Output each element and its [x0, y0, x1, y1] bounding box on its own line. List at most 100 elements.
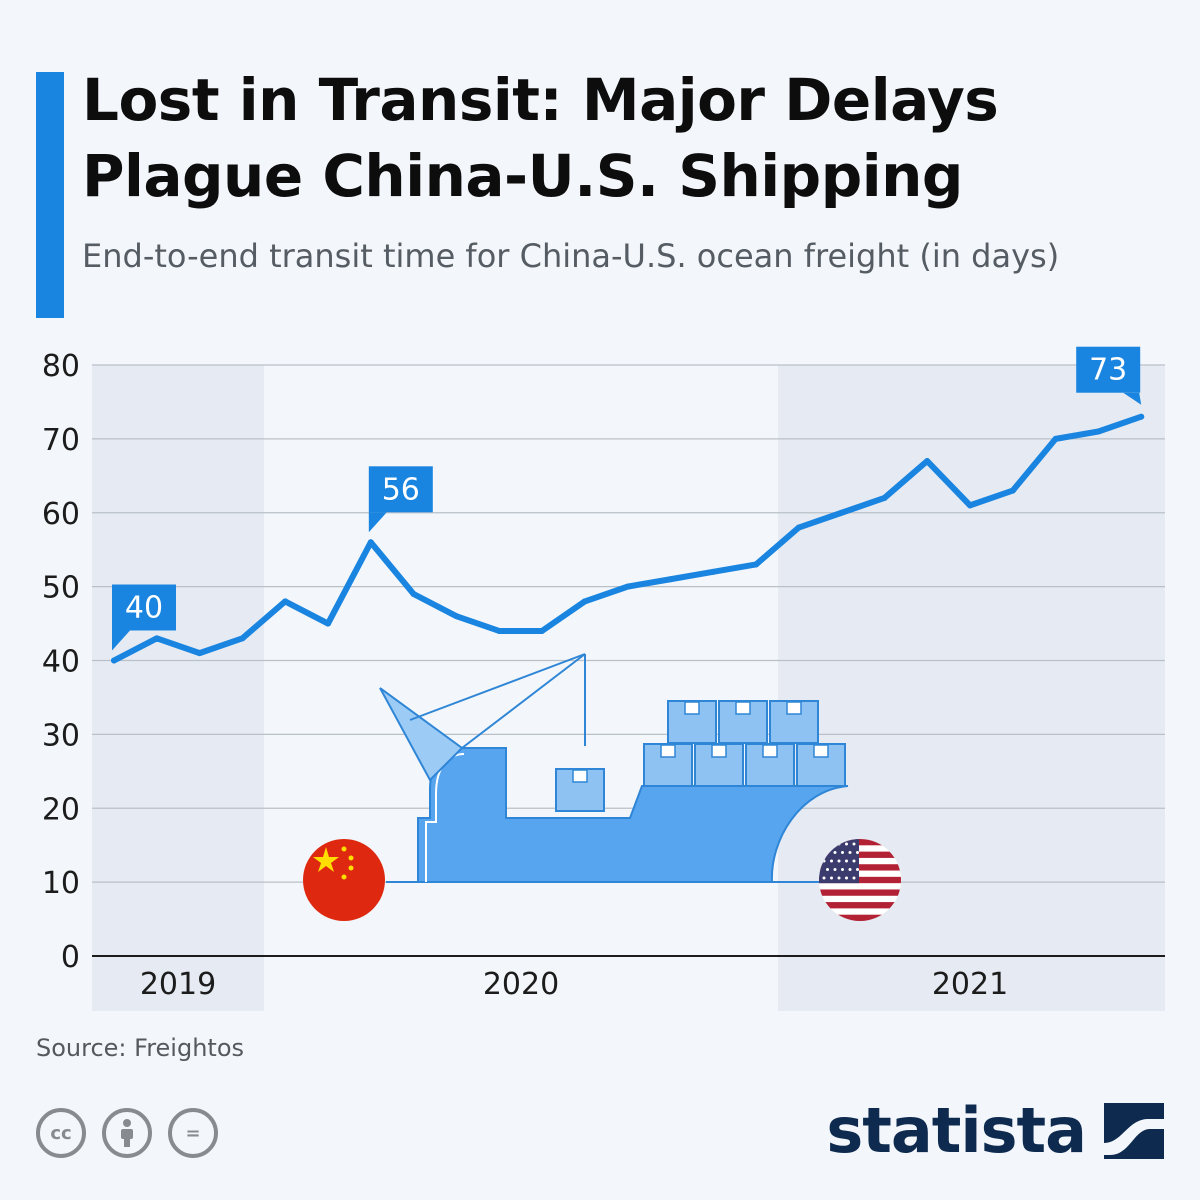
flag-stripe	[819, 889, 901, 897]
data-point	[111, 657, 117, 664]
container-label	[572, 769, 588, 783]
y-tick-label: 70	[42, 423, 80, 458]
y-tick-label: 60	[42, 497, 80, 532]
callout-pointer	[112, 630, 130, 651]
cargo-containers	[555, 700, 846, 812]
year-label: 2021	[932, 967, 1008, 1002]
flag-star	[852, 876, 856, 880]
flag-star	[845, 859, 848, 863]
callout-box	[1076, 346, 1141, 393]
data-point	[196, 650, 203, 657]
flag-star	[852, 859, 856, 863]
nd-text: =	[185, 1122, 201, 1144]
y-tick-label: 50	[42, 571, 80, 606]
flag-stripe	[819, 870, 901, 878]
flag-star	[837, 876, 841, 880]
flag-star	[841, 868, 844, 871]
source-note: Source: Freightos	[36, 1034, 245, 1062]
data-label: 56	[382, 472, 420, 507]
band-2021	[778, 365, 1165, 1011]
data-point	[410, 591, 417, 598]
flag-star	[830, 876, 833, 880]
flag-star	[826, 868, 829, 871]
flag-stripe	[819, 895, 901, 903]
container-label	[684, 701, 700, 715]
statista-logo[interactable]: statista	[826, 1096, 1164, 1166]
flag-stripe	[819, 845, 901, 853]
callout-pointer	[1123, 392, 1142, 405]
data-point	[838, 509, 845, 516]
data-point	[753, 561, 759, 568]
chart-subtitle: End-to-end transit time for China-U.S. o…	[82, 237, 1060, 275]
callout-pointer	[368, 512, 387, 533]
flag-star	[852, 842, 856, 846]
year-label: 2019	[140, 967, 216, 1002]
container-label	[762, 744, 778, 758]
cc-text: cc	[50, 1122, 72, 1144]
data-point	[153, 635, 160, 642]
container-label	[786, 701, 802, 715]
y-tick-label: 20	[42, 792, 80, 827]
data-label: 73	[1089, 353, 1127, 388]
y-tick-label: 80	[42, 349, 80, 384]
container-label	[711, 744, 727, 758]
container-label	[735, 701, 751, 715]
data-point	[581, 598, 588, 605]
flag-stripe	[819, 914, 901, 921]
callout-box	[368, 466, 433, 513]
y-axis-ticks: 0 10 20 30 40 50 60 70 80	[42, 349, 80, 975]
data-point	[1095, 428, 1102, 435]
flag-star	[845, 876, 848, 880]
band-2019	[92, 365, 264, 1011]
data-point	[881, 494, 888, 501]
attribution-icon[interactable]	[102, 1108, 152, 1158]
brand-name: statista	[826, 1094, 1087, 1167]
statista-logo-icon	[1104, 1103, 1164, 1159]
flag-star	[833, 851, 837, 854]
data-point	[967, 502, 973, 509]
container-ship-illustration	[379, 653, 849, 883]
flag-star	[837, 859, 841, 863]
data-point	[367, 539, 374, 546]
data-point	[710, 568, 717, 575]
year-label: 2020	[483, 967, 559, 1002]
flag-star	[833, 868, 837, 871]
license-icons: cc =	[36, 1108, 218, 1158]
flag-stripe	[819, 839, 901, 846]
data-point	[924, 458, 931, 465]
container-label	[660, 744, 676, 758]
data-point	[1138, 413, 1145, 420]
line-chart: 0 10 20 30 40 50 60 70 80 2019 2020 2021 40 56 73	[42, 346, 1165, 1011]
flag-star	[848, 851, 852, 854]
data-point	[624, 583, 631, 590]
flag-stripe	[819, 864, 901, 872]
data-point	[667, 576, 674, 583]
container-label	[813, 744, 829, 758]
container-box	[643, 743, 693, 787]
flag-stripe	[819, 908, 901, 916]
year-labels: 2019 2020 2021	[140, 967, 1008, 1002]
data-point	[1052, 435, 1059, 442]
flag-stripe	[819, 883, 901, 890]
usa-flag-icon	[819, 839, 901, 921]
flag-stripe	[819, 902, 901, 909]
y-tick-label: 10	[42, 866, 80, 901]
flag-star	[841, 851, 844, 854]
year-bands	[92, 365, 1165, 1011]
data-point	[325, 620, 331, 627]
flag-star	[848, 868, 852, 871]
flag-stripe	[819, 876, 901, 884]
data-point	[1009, 487, 1016, 494]
data-point	[282, 598, 289, 605]
data-point	[239, 635, 246, 642]
china-flag-icon	[303, 839, 385, 921]
flag-stripe	[819, 851, 901, 859]
data-point	[795, 524, 802, 531]
flag-star	[856, 868, 859, 871]
no-derivatives-icon[interactable]: =	[168, 1108, 218, 1158]
y-tick-label: 0	[61, 940, 80, 975]
y-tick-label: 40	[42, 645, 80, 680]
creative-commons-icon[interactable]: cc	[36, 1108, 86, 1158]
data-points	[111, 413, 1145, 664]
container-box	[694, 743, 744, 787]
